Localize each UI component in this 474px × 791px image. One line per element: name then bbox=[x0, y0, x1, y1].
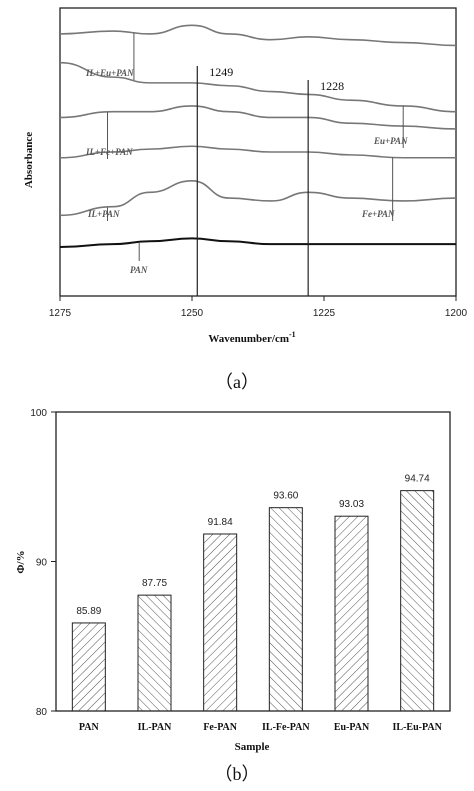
x-tick-label: IL-Fe-PAN bbox=[262, 722, 310, 733]
series-line-il-fe-pan bbox=[59, 105, 457, 130]
y-tick-label: 100 bbox=[30, 408, 47, 419]
x-tick-label: IL-PAN bbox=[138, 722, 172, 733]
bar-value-label: 93.60 bbox=[273, 491, 298, 502]
series-labels: IL+Eu+PAN Eu+PAN IL+Fe+PAN Fe+PAN IL+PAN PAN bbox=[85, 32, 408, 275]
plot-frame-b bbox=[55, 411, 451, 712]
bar-value-label: 87.75 bbox=[142, 578, 167, 589]
series-line-il-eu-pan bbox=[59, 24, 457, 47]
y-tick-label: 90 bbox=[36, 558, 48, 569]
bar-value-label: 93.03 bbox=[339, 499, 364, 510]
y-axis-title-a: Absorbance bbox=[23, 132, 35, 188]
x-tick-label: Eu-PAN bbox=[334, 722, 370, 733]
caption-b: （b） bbox=[215, 764, 260, 784]
x-axis-title-b: Sample bbox=[235, 741, 270, 753]
bar-value-label: 94.74 bbox=[405, 474, 430, 485]
chart-b: 80 90 100 85.89 PAN 87.75 IL-PAN 91.84 Fe-PAN 93… bbox=[15, 408, 451, 784]
bar-fe-pan bbox=[203, 533, 238, 712]
series-line-fe-pan bbox=[59, 145, 456, 159]
x-tick-label: PAN bbox=[79, 722, 100, 733]
series-label-il-pan: IL+PAN bbox=[87, 209, 120, 219]
series-line-eu-pan bbox=[59, 61, 457, 113]
series-line-il-pan bbox=[59, 179, 457, 217]
series-label-il-eu-pan: IL+Eu+PAN bbox=[85, 68, 134, 78]
marker-label-1228: 1228 bbox=[320, 79, 344, 93]
bar-eu-pan bbox=[334, 515, 369, 712]
x-tick-label: 1200 bbox=[445, 308, 468, 319]
y-axis-title-b: Φ/% bbox=[15, 550, 27, 573]
series-label-il-fe-pan: IL+Fe+PAN bbox=[85, 147, 133, 157]
axes-b: 80 90 100 bbox=[30, 408, 56, 718]
bar-il-pan bbox=[137, 594, 172, 712]
chart-a: 1275 1250 1225 1200 1249 1228 IL+Eu+PAN Eu+PA… bbox=[23, 7, 468, 392]
spectra bbox=[59, 24, 457, 249]
series-label-fe-pan: Fe+PAN bbox=[361, 209, 395, 219]
bar-value-label: 85.89 bbox=[76, 606, 101, 617]
series-label-pan: PAN bbox=[130, 265, 148, 275]
marker-label-1249: 1249 bbox=[209, 65, 233, 79]
peak-markers: 1249 1228 bbox=[196, 65, 344, 296]
x-tick-label: Fe-PAN bbox=[203, 722, 237, 733]
bar-il-eu-pan bbox=[400, 490, 435, 712]
plot-frame-a bbox=[59, 7, 457, 297]
series-label-eu-pan: Eu+PAN bbox=[373, 136, 408, 146]
x-tick-label: IL-Eu-PAN bbox=[393, 722, 443, 733]
bar-il-fe-pan bbox=[268, 507, 303, 712]
bars: 85.89 PAN 87.75 IL-PAN 91.84 Fe-PAN 93.60 IL-Fe… bbox=[71, 474, 443, 733]
caption-a: （a） bbox=[215, 372, 259, 392]
x-axis-a: 1275 1250 1225 1200 bbox=[49, 296, 468, 319]
series-line-pan bbox=[59, 237, 456, 249]
y-tick-label: 80 bbox=[36, 707, 48, 718]
bar-value-label: 91.84 bbox=[208, 517, 233, 528]
x-axis-title-a: Wavenumber/cm-1 bbox=[208, 330, 295, 345]
x-tick-label: 1250 bbox=[181, 308, 204, 319]
bar-pan bbox=[71, 622, 106, 712]
x-tick-label: 1225 bbox=[313, 308, 336, 319]
x-tick-label: 1275 bbox=[49, 308, 72, 319]
